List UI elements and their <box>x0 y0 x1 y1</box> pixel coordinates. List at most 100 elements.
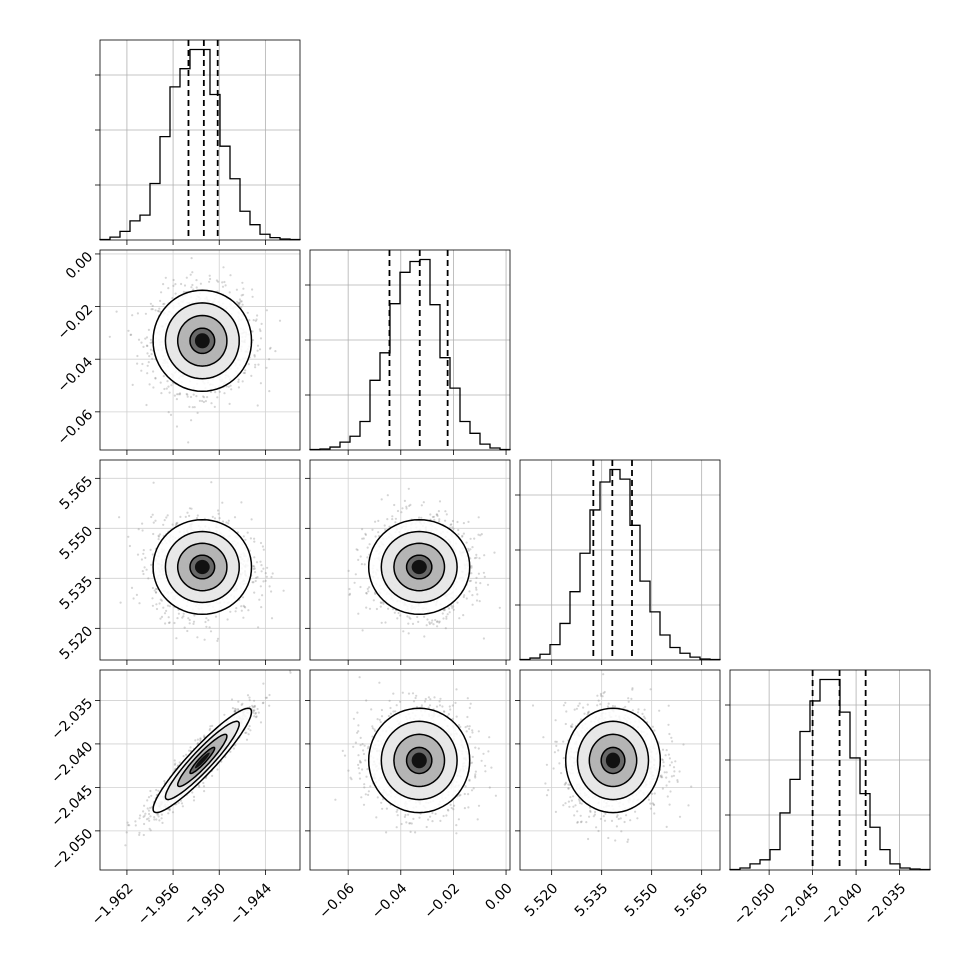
scatter-point <box>150 563 153 567</box>
scatter-point <box>262 567 265 570</box>
scatter-point <box>355 548 358 551</box>
scatter-point <box>247 733 250 736</box>
scatter-point <box>146 364 149 367</box>
scatter-point <box>254 319 257 322</box>
scatter-point <box>204 620 207 624</box>
scatter-point <box>407 487 410 490</box>
scatter-point <box>357 558 360 562</box>
scatter-point <box>450 604 453 608</box>
scatter-point <box>391 518 394 521</box>
scatter-point <box>183 284 187 287</box>
density-peak <box>194 333 210 349</box>
panel-2-1 <box>309 459 511 661</box>
scatter-point <box>238 298 241 301</box>
scatter-point <box>471 603 474 606</box>
scatter-point <box>270 590 273 593</box>
scatter-point <box>246 694 250 697</box>
scatter-point <box>457 528 460 532</box>
scatter-point <box>445 513 448 516</box>
scatter-point <box>144 312 147 315</box>
scatter-point <box>217 509 220 512</box>
scatter-point <box>196 738 199 741</box>
scatter-point <box>142 572 145 576</box>
scatter-point <box>451 519 454 523</box>
scatter-point <box>478 557 481 560</box>
scatter-point <box>195 286 198 289</box>
scatter-point <box>229 610 232 613</box>
scatter-point <box>182 612 185 615</box>
scatter-point <box>129 333 132 336</box>
scatter-point <box>173 759 176 762</box>
scatter-point <box>361 629 364 632</box>
panel-3-0 <box>99 669 301 871</box>
scatter-point <box>403 499 406 502</box>
scatter-point <box>407 622 410 625</box>
scatter-point <box>208 626 211 629</box>
scatter-point <box>431 515 434 519</box>
scatter-point <box>384 621 387 624</box>
scatter-point <box>422 501 425 504</box>
scatter-point <box>387 607 390 610</box>
scatter-point <box>131 314 134 317</box>
scatter-point <box>149 341 152 344</box>
scatter-point <box>238 302 241 305</box>
scatter-point <box>163 302 166 305</box>
scatter-point <box>191 406 194 409</box>
scatter-point <box>375 607 378 611</box>
scatter-point <box>152 370 155 373</box>
scatter-point <box>238 301 241 304</box>
scatter-point <box>144 812 147 815</box>
scatter-point <box>423 635 426 638</box>
scatter-point <box>246 531 249 534</box>
scatter-point <box>365 606 368 609</box>
scatter-point <box>163 780 166 783</box>
scatter-point <box>391 515 394 518</box>
scatter-point <box>213 405 216 408</box>
scatter-point <box>167 616 170 619</box>
scatter-point <box>179 515 182 519</box>
scatter-point <box>402 630 405 633</box>
scatter-point <box>162 375 165 378</box>
scatter-point <box>261 545 264 548</box>
scatter-point <box>204 400 207 403</box>
scatter-point <box>237 378 240 381</box>
scatter-point <box>348 593 351 597</box>
scatter-point <box>151 586 154 590</box>
scatter-point <box>282 589 285 592</box>
scatter-point <box>164 622 167 625</box>
scatter-point <box>374 592 377 596</box>
scatter-point <box>237 302 240 305</box>
scatter-point <box>261 594 264 597</box>
scatter-point <box>202 781 205 785</box>
scatter-point <box>253 540 256 543</box>
scatter-point <box>478 600 481 603</box>
scatter-point <box>135 593 138 597</box>
scatter-point <box>255 561 259 564</box>
scatter-point <box>241 596 245 599</box>
scatter-point <box>160 813 163 816</box>
scatter-point <box>469 579 473 582</box>
scatter-point <box>260 570 263 573</box>
scatter-point <box>479 534 482 537</box>
panel-background <box>100 40 300 240</box>
scatter-point <box>258 348 262 351</box>
scatter-point <box>479 582 482 585</box>
scatter-point <box>208 274 211 277</box>
scatter-point <box>186 511 189 514</box>
scatter-point <box>377 519 380 523</box>
scatter-point <box>147 809 151 812</box>
scatter-point <box>251 339 255 342</box>
scatter-point <box>203 790 206 793</box>
scatter-point <box>252 564 255 568</box>
scatter-point <box>149 789 152 793</box>
scatter-point <box>462 532 465 535</box>
scatter-point <box>253 537 256 540</box>
scatter-point <box>149 302 152 305</box>
scatter-point <box>256 344 260 347</box>
scatter-point <box>270 575 273 579</box>
scatter-point <box>348 587 351 591</box>
scatter-point <box>178 392 182 395</box>
scatter-point <box>221 285 225 288</box>
scatter-point <box>142 549 145 552</box>
scatter-point <box>213 517 217 520</box>
